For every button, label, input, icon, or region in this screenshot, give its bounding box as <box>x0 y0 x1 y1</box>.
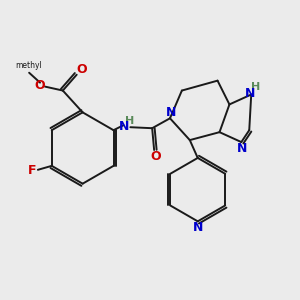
Text: O: O <box>151 150 161 164</box>
Text: H: H <box>250 82 260 92</box>
Text: H: H <box>125 116 134 126</box>
Text: methyl: methyl <box>15 61 41 70</box>
Text: F: F <box>28 164 36 177</box>
Text: O: O <box>35 79 45 92</box>
Text: N: N <box>237 142 247 154</box>
Text: N: N <box>166 106 176 119</box>
Text: O: O <box>76 63 87 76</box>
Text: N: N <box>193 221 203 234</box>
Text: N: N <box>245 87 255 100</box>
Text: N: N <box>119 120 130 133</box>
